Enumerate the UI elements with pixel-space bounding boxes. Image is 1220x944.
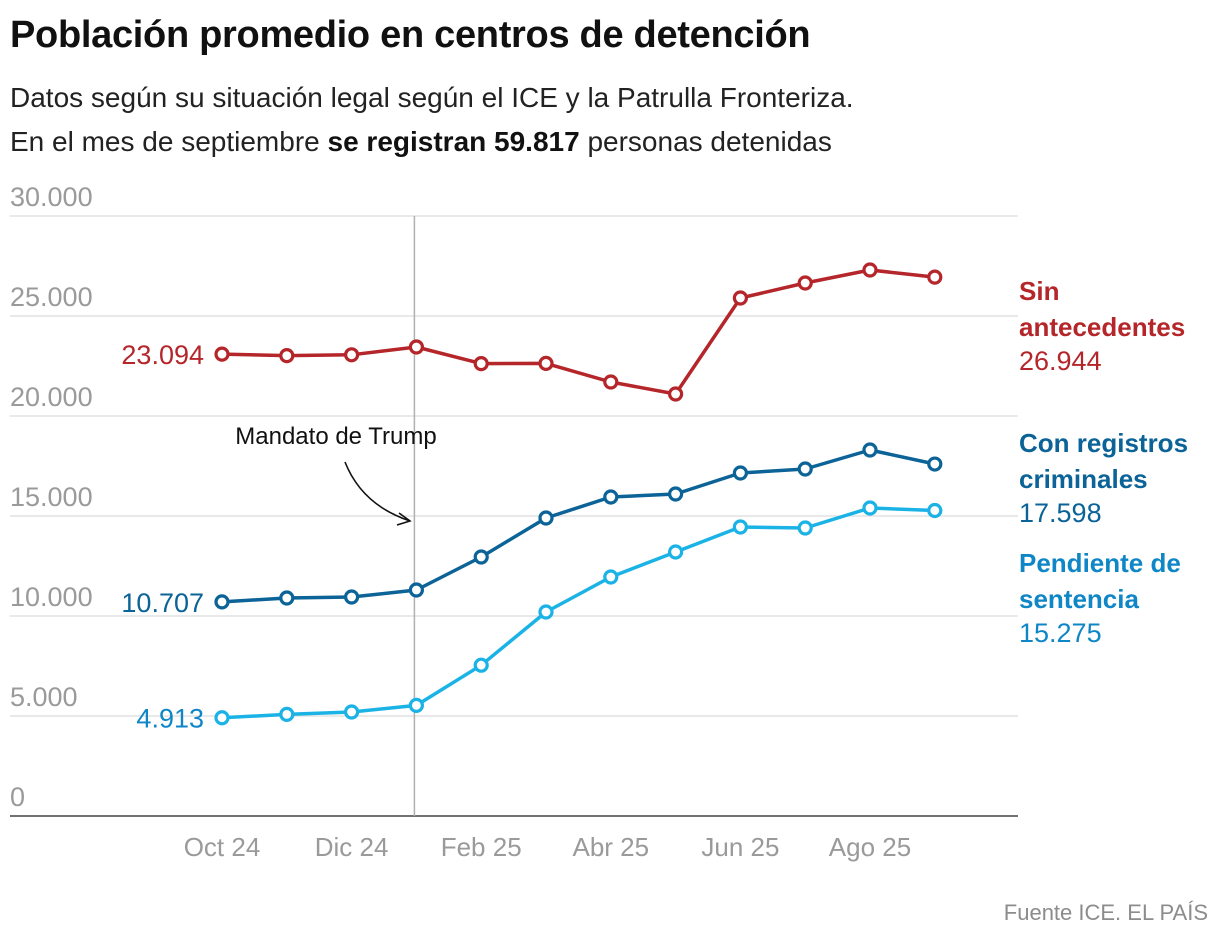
subtitle-post: personas detenidas: [579, 126, 832, 157]
data-point: [667, 544, 684, 560]
y-tick-label: 5.000: [10, 682, 78, 712]
subtitle: Datos según su situación legal según el …: [10, 76, 854, 164]
start-value-label: 23.094: [121, 340, 204, 370]
data-point: [279, 590, 295, 606]
data-point: [473, 356, 489, 372]
series-name-label: Sin: [1019, 276, 1059, 306]
data-point: [927, 269, 943, 285]
end-value-label: 26.944: [1019, 346, 1102, 376]
data-point: [603, 374, 619, 390]
start-value-label: 10.707: [121, 588, 204, 618]
x-tick-label: Jun 25: [701, 832, 779, 862]
series-name-label: antecedentes: [1019, 312, 1185, 342]
data-point: [862, 500, 878, 516]
series-name-label: sentencia: [1019, 584, 1139, 614]
data-point: [473, 657, 489, 673]
series-name-label: Pendiente de: [1019, 548, 1181, 578]
data-point: [538, 604, 554, 620]
data-point: [538, 355, 554, 371]
data-point: [603, 569, 619, 585]
data-point: [927, 456, 943, 472]
data-point: [214, 346, 230, 362]
subtitle-highlight: se registran 59.817: [327, 126, 580, 157]
page-title: Población promedio en centros de detenci…: [10, 14, 811, 56]
data-point: [538, 510, 554, 526]
y-tick-label: 15.000: [10, 482, 93, 512]
y-tick-label: 20.000: [10, 382, 93, 412]
data-point: [279, 706, 295, 723]
series-line-1: [221, 448, 936, 604]
data-point: [732, 290, 749, 306]
data-point: [797, 461, 813, 477]
data-point: [732, 519, 749, 535]
annotation-arrow: [344, 461, 411, 522]
data-point: [797, 275, 813, 291]
data-point: [473, 549, 489, 565]
annotation-label: Mandato de Trump: [235, 423, 436, 450]
data-point: [344, 347, 360, 363]
y-tick-label: 10.000: [10, 582, 93, 612]
data-point: [408, 697, 424, 714]
annotation-arrowhead: [396, 512, 412, 526]
y-tick-label: 0: [10, 782, 25, 812]
data-point: [344, 589, 360, 605]
data-point: [344, 704, 360, 720]
data-point: [279, 348, 295, 364]
x-tick-label: Abr 25: [572, 832, 649, 862]
data-point: [214, 594, 230, 610]
subtitle-line-1: Datos según su situación legal según el …: [10, 82, 854, 113]
data-point: [214, 710, 230, 726]
y-tick-label: 30.000: [10, 182, 93, 212]
data-point: [927, 502, 943, 519]
data-point: [408, 339, 424, 355]
data-point: [408, 582, 424, 598]
x-tick-label: Feb 25: [441, 832, 522, 862]
series-line-2: [221, 506, 935, 720]
x-tick-label: Oct 24: [184, 832, 261, 862]
data-point: [667, 386, 684, 402]
subtitle-line-2: En el mes de septiembre se registran 59.…: [10, 120, 854, 164]
y-tick-label: 25.000: [10, 282, 93, 312]
data-point: [862, 262, 878, 278]
data-point: [667, 486, 684, 502]
data-point: [862, 442, 878, 458]
end-value-label: 15.275: [1019, 618, 1102, 648]
data-point: [603, 489, 619, 505]
data-point: [732, 465, 749, 481]
series-line-0: [221, 268, 935, 396]
series-name-label: criminales: [1019, 464, 1148, 494]
end-value-label: 17.598: [1019, 498, 1102, 528]
x-tick-label: Ago 25: [829, 832, 911, 862]
series-name-label: Con registros: [1019, 428, 1188, 458]
data-point: [797, 520, 813, 536]
start-value-label: 4.913: [136, 704, 204, 734]
source-credit: Fuente ICE. EL PAÍS: [1003, 900, 1208, 925]
subtitle-pre: En el mes de septiembre: [10, 126, 328, 157]
x-tick-label: Dic 24: [315, 832, 389, 862]
